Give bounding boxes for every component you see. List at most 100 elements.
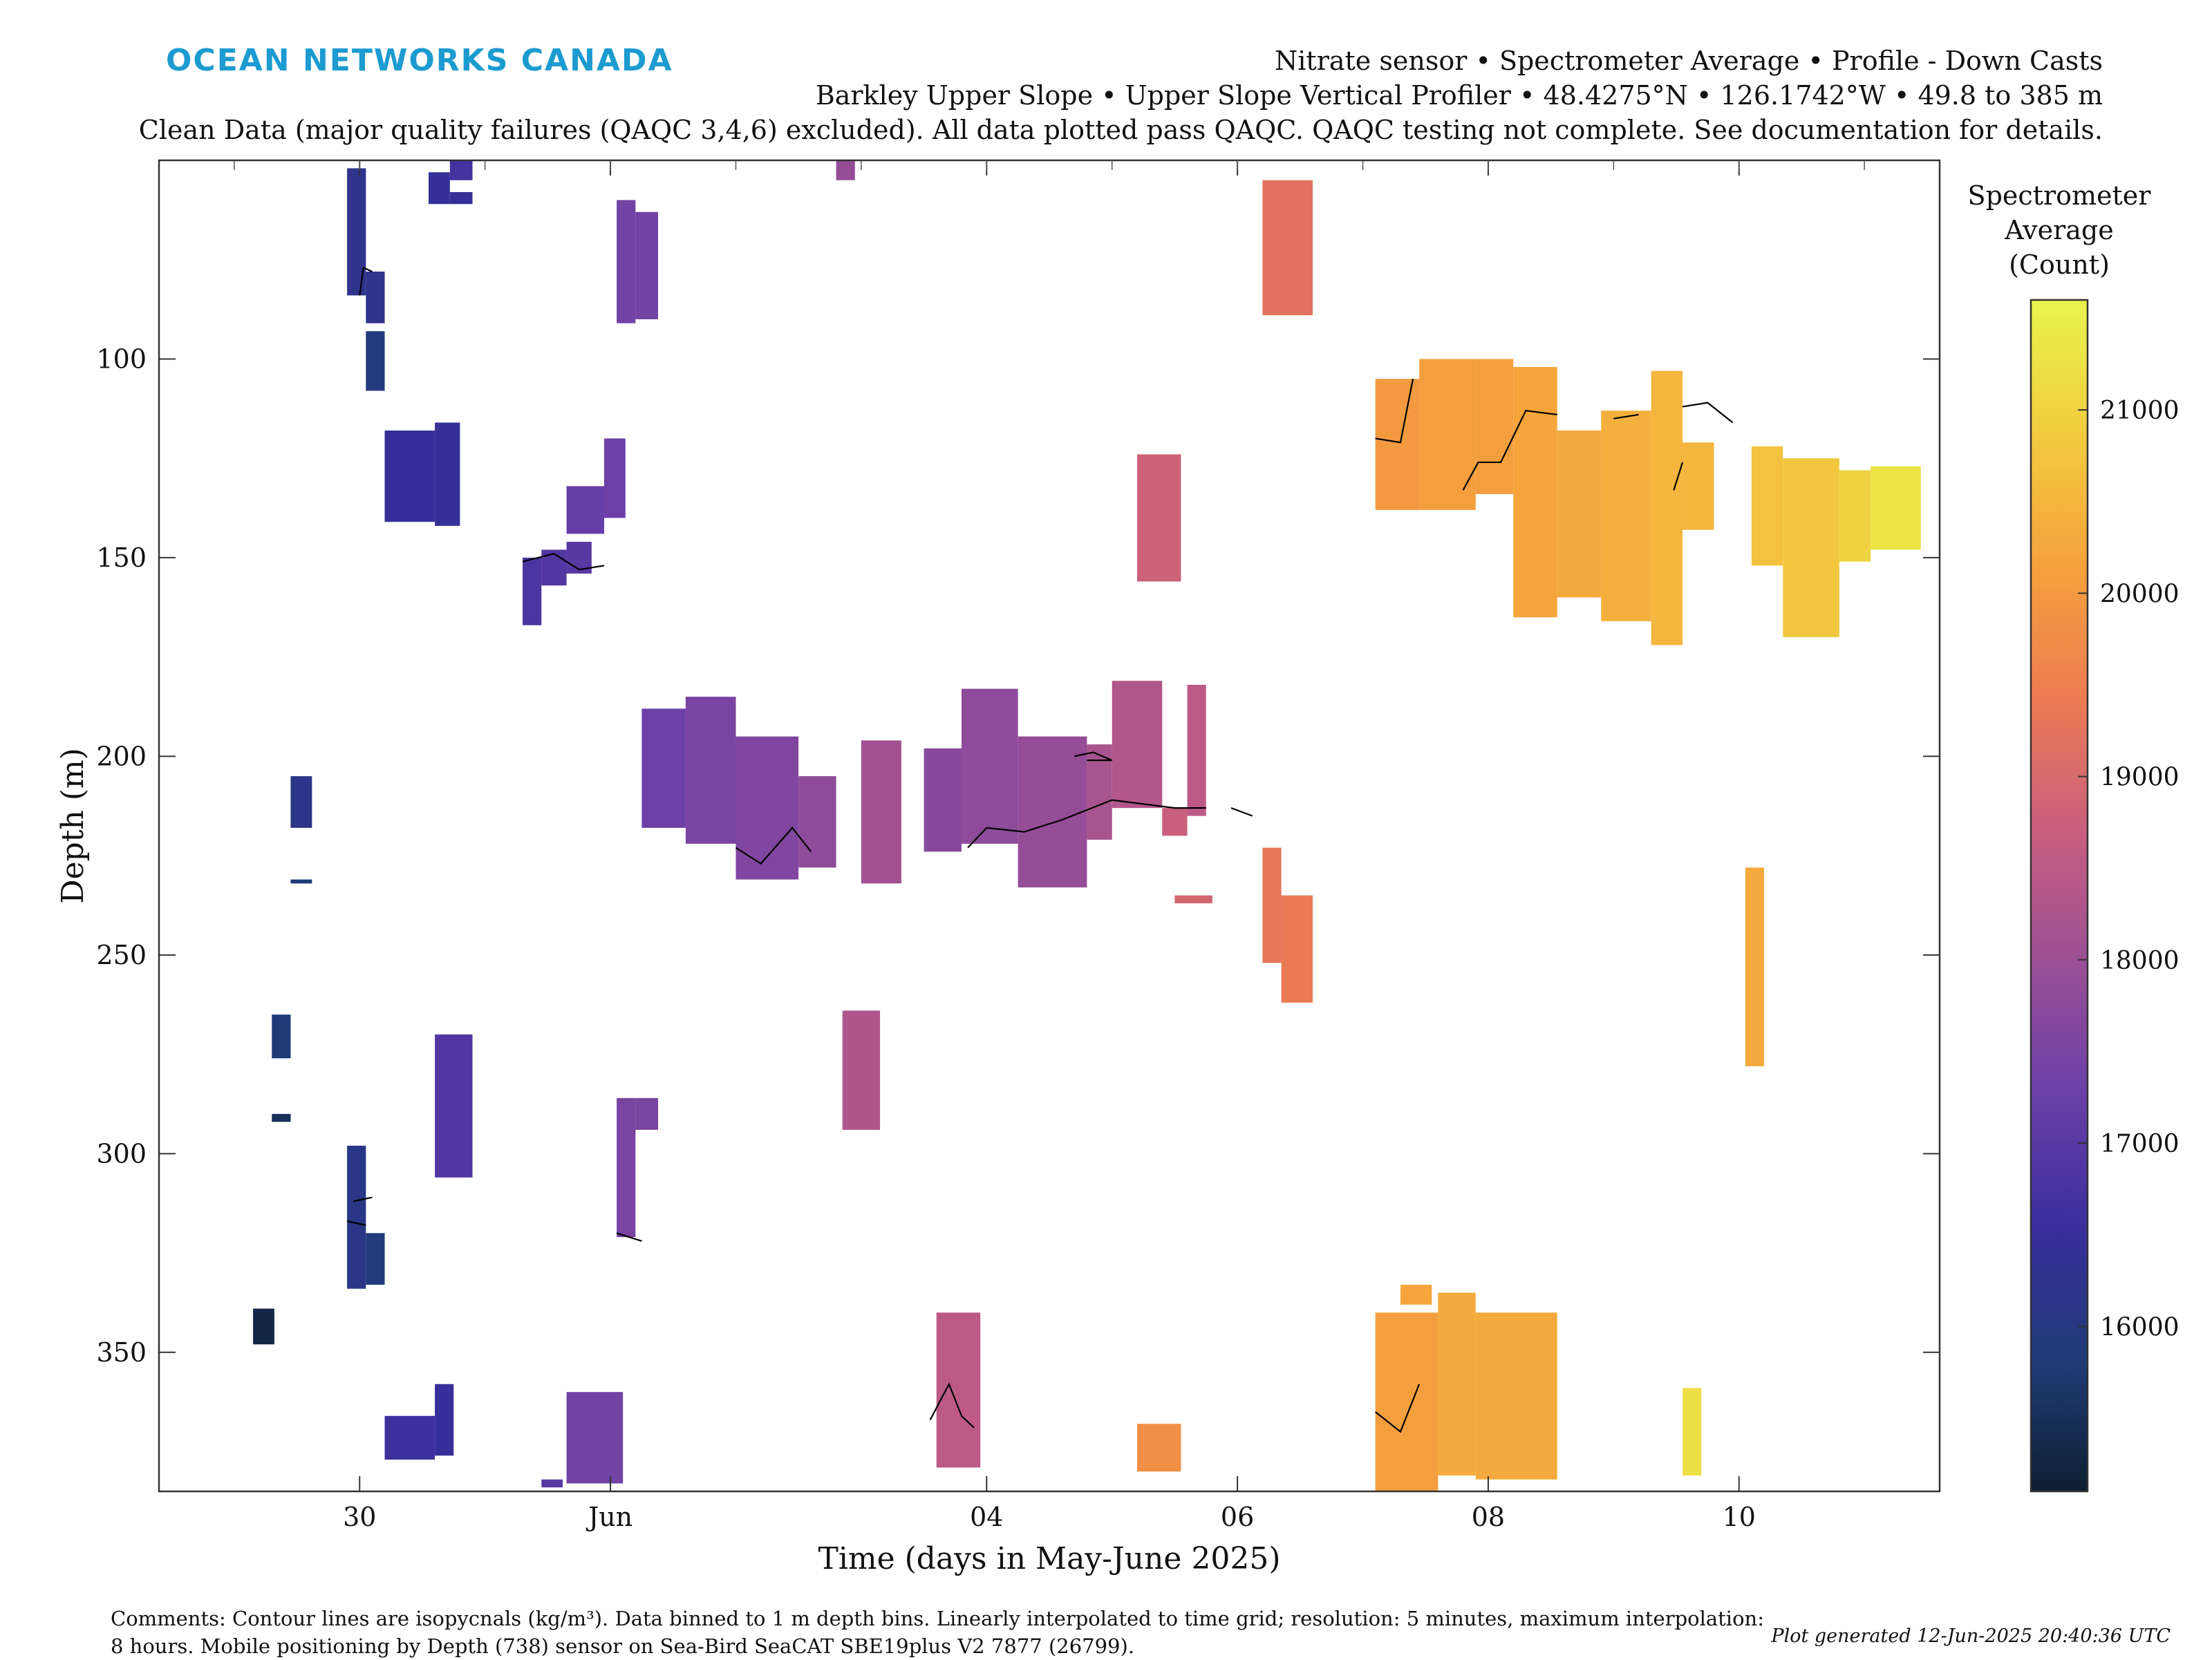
header-line-3: Clean Data (major quality failures (QAQC… [138,115,2103,145]
heatmap-cell [541,1479,563,1488]
heatmap-cell [366,271,385,323]
heatmap-cell [449,160,473,180]
heatmap-cell [1683,442,1714,530]
heatmap-cell [1162,808,1188,836]
colorbar-tick-label: 17000 [2100,1130,2180,1158]
x-tick-label: 30 [343,1502,376,1532]
x-tick-label: 08 [1472,1502,1505,1532]
isopycnal-line [967,799,1206,849]
heatmap-cell [347,168,366,296]
heatmap-cell [1601,411,1651,621]
isopycnal-line [1375,378,1414,444]
heatmap-cell [1475,359,1514,494]
heatmap-cell [1400,1285,1432,1305]
heatmap-cell [290,776,312,828]
header-line-2: Barkley Upper Slope • Upper Slope Vertic… [815,80,2103,111]
isopycnal-line [1682,402,1734,424]
generated-timestamp: Plot generated 12-Jun-2025 20:40:36 UTC [1771,1625,2171,1647]
isopycnal-line [522,552,605,571]
heatmap-cell [685,697,736,844]
heatmap-cell [641,708,686,828]
heatmap-cell [1136,454,1181,582]
heatmap-cell [924,748,962,852]
heatmap-cell [523,557,542,625]
brand-logo: OCEAN NETWORKS CANADA [166,43,673,78]
heatmap-cell [861,740,901,884]
colorbar-ticks: 16000 17000 18000 19000 20000 21000 [2078,397,2180,1341]
x-tick-label: Jun [585,1502,632,1532]
heatmap-cell [617,200,636,323]
isopycnal-line [1613,413,1639,419]
heatmap-cell [635,1097,659,1130]
x-tick-label: 06 [1221,1502,1254,1532]
heatmap-cell [1839,470,1871,562]
heatmap-cell [1475,1312,1557,1480]
isopycnal-line [1673,462,1684,491]
heatmap-cell [435,1034,473,1178]
colorbar-gradient [2030,299,2089,1493]
heatmap-cell [1112,681,1163,809]
heatmap-cell [604,438,626,518]
heatmap-cell [1187,684,1206,816]
heatmap-cell [1651,370,1683,645]
isopycnal-line [1462,410,1557,491]
heatmap-cell [836,160,855,180]
isopycnal-line [1230,807,1253,817]
heatmap-cell [384,430,435,522]
heatmap-cell [1262,847,1282,963]
heatmap-cell [1438,1292,1476,1476]
heatmap-cell [1419,359,1476,510]
heatmap-cell [1557,430,1602,598]
x-axis-ticks: 30 Jun 04 06 08 10 [234,160,1865,1532]
heatmap-cell [435,1384,454,1456]
heatmap-cell [366,1233,385,1285]
y-tick-label: 200 [96,741,147,771]
heatmap-cell [1783,458,1839,637]
colorbar: Spectrometer Average (Count) 16000170001… [1968,180,2180,1493]
heatmap-cell [272,1015,291,1059]
plot-frame [158,159,1941,1493]
isopycnal-line [735,827,812,865]
heatmap-cell [962,688,1018,844]
colorbar-tick-label: 16000 [2100,1313,2180,1341]
isopycnal-line [346,1220,366,1226]
heatmap-cell [290,879,312,884]
heatmap-cell [1683,1388,1702,1476]
x-tick-label: 10 [1723,1502,1756,1532]
colorbar-label-line-2: Average [2004,215,2114,245]
heatmap-cell [1174,895,1212,904]
heatmap-cell [842,1010,881,1130]
heatmap-cell [635,211,659,319]
heatmap-cell [1018,736,1087,888]
heatmap-cell [347,1145,366,1289]
colorbar-tick-label: 20000 [2100,580,2180,608]
heatmap-cell [798,776,836,868]
heatmap-cell [617,1097,636,1238]
heatmap-cell [1375,1312,1438,1491]
y-axis-label: Depth (m) [55,748,91,904]
y-tick-label: 350 [96,1337,147,1368]
heatmap-cell [1513,366,1557,618]
heatmap-cell [1375,379,1420,510]
heatmap-cell [1751,446,1783,566]
heatmap-cell [429,172,450,205]
isopycnal-line [616,1232,642,1242]
comments-line-2: 8 hours. Mobile positioning by Depth (73… [111,1634,1135,1658]
y-tick-label: 300 [96,1138,147,1169]
heatmap-cell [566,486,604,534]
heatmap-cell [1262,180,1313,316]
y-tick-label: 150 [96,543,147,573]
heatmap-cell [272,1113,291,1122]
heatmap-cell [566,1392,624,1484]
isopycnal-line [353,1196,373,1202]
isopycnal-line [929,1382,975,1428]
heatmap-cell [1136,1424,1181,1472]
x-tick-label: 04 [970,1502,1003,1532]
isopycnal-line [359,266,373,296]
heatmap-cell [936,1312,981,1468]
colorbar-tick-label: 19000 [2100,764,2180,792]
y-axis-ticks: 100 150 200 250 300 350 [96,343,1940,1368]
x-axis-label: Time (days in May-June 2025) [818,1541,1280,1576]
colorbar-tick-label: 21000 [2100,397,2180,425]
